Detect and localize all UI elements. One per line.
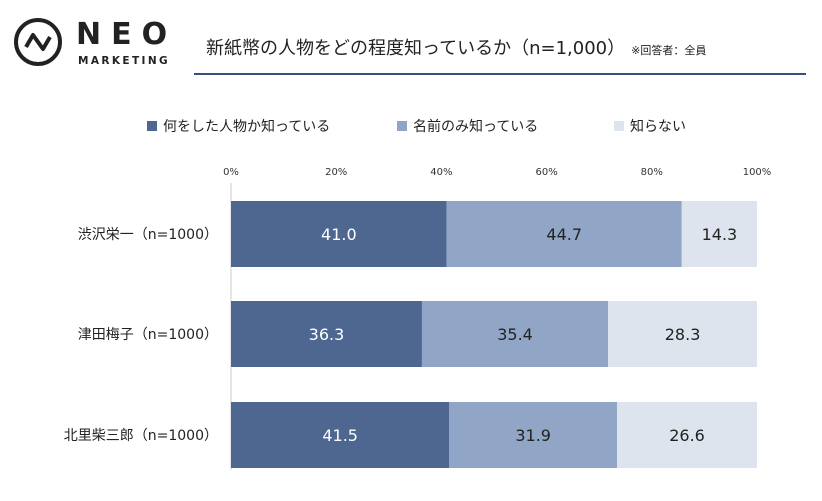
bar-segment-3-2	[449, 402, 618, 468]
data-label-2-3: 28.3	[665, 325, 701, 344]
brand-name: NEO	[76, 17, 178, 52]
brand-logo: NEO MARKETING	[14, 18, 174, 74]
bar-segment-1-1	[231, 201, 447, 267]
respondent-note: ※回答者：全員	[631, 44, 707, 57]
bar-segment-2-2	[421, 301, 609, 367]
x-tick-label-5: 100%	[743, 167, 772, 178]
x-tick-label-4: 80%	[641, 167, 663, 178]
title-underline	[194, 73, 806, 75]
bar-segment-2-3	[608, 301, 757, 367]
bar-segment-3-3	[617, 402, 757, 468]
x-tick-label-3: 60%	[535, 167, 557, 178]
x-tick-label-0: 0%	[223, 167, 239, 178]
data-label-3-1: 41.5	[322, 426, 358, 445]
x-tick-label-1: 20%	[325, 167, 347, 178]
data-label-1-3: 14.3	[702, 225, 738, 244]
data-label-3-2: 31.9	[515, 426, 551, 445]
bar-segment-2-1	[231, 301, 422, 367]
data-label-1-2: 44.7	[546, 225, 582, 244]
brand-sub: MARKETING	[78, 55, 171, 67]
x-tick-label-2: 40%	[430, 167, 452, 178]
bar-segment-3-1	[231, 402, 450, 468]
category-label-3: 北里柴三郎（n=1000）	[64, 428, 218, 444]
legend-label-3: 知らない	[630, 118, 686, 135]
legend-label-2: 名前のみ知っている	[413, 118, 538, 135]
legend-swatch-2	[397, 121, 407, 131]
data-label-2-2: 35.4	[497, 325, 533, 344]
legend-swatch-1	[147, 121, 157, 131]
data-label-1-1: 41.0	[321, 225, 357, 244]
category-label-2: 津田梅子（n=1000）	[78, 327, 218, 343]
category-label-1: 渋沢栄一（n=1000）	[78, 227, 218, 243]
legend-label-1: 何をした人物か知っている	[163, 118, 330, 135]
legend-swatch-3	[614, 121, 624, 131]
chart-title-text: 新紙幣の人物をどの程度知っているか（n=1,000）	[206, 38, 626, 59]
chart-title: 新紙幣の人物をどの程度知っているか（n=1,000） ※回答者：全員	[206, 34, 706, 60]
bar-segment-1-2	[446, 201, 682, 267]
data-label-2-1: 36.3	[309, 325, 345, 344]
data-label-3-3: 26.6	[669, 426, 705, 445]
bar-segment-1-3	[681, 201, 757, 267]
neo-logo-icon	[14, 18, 62, 66]
